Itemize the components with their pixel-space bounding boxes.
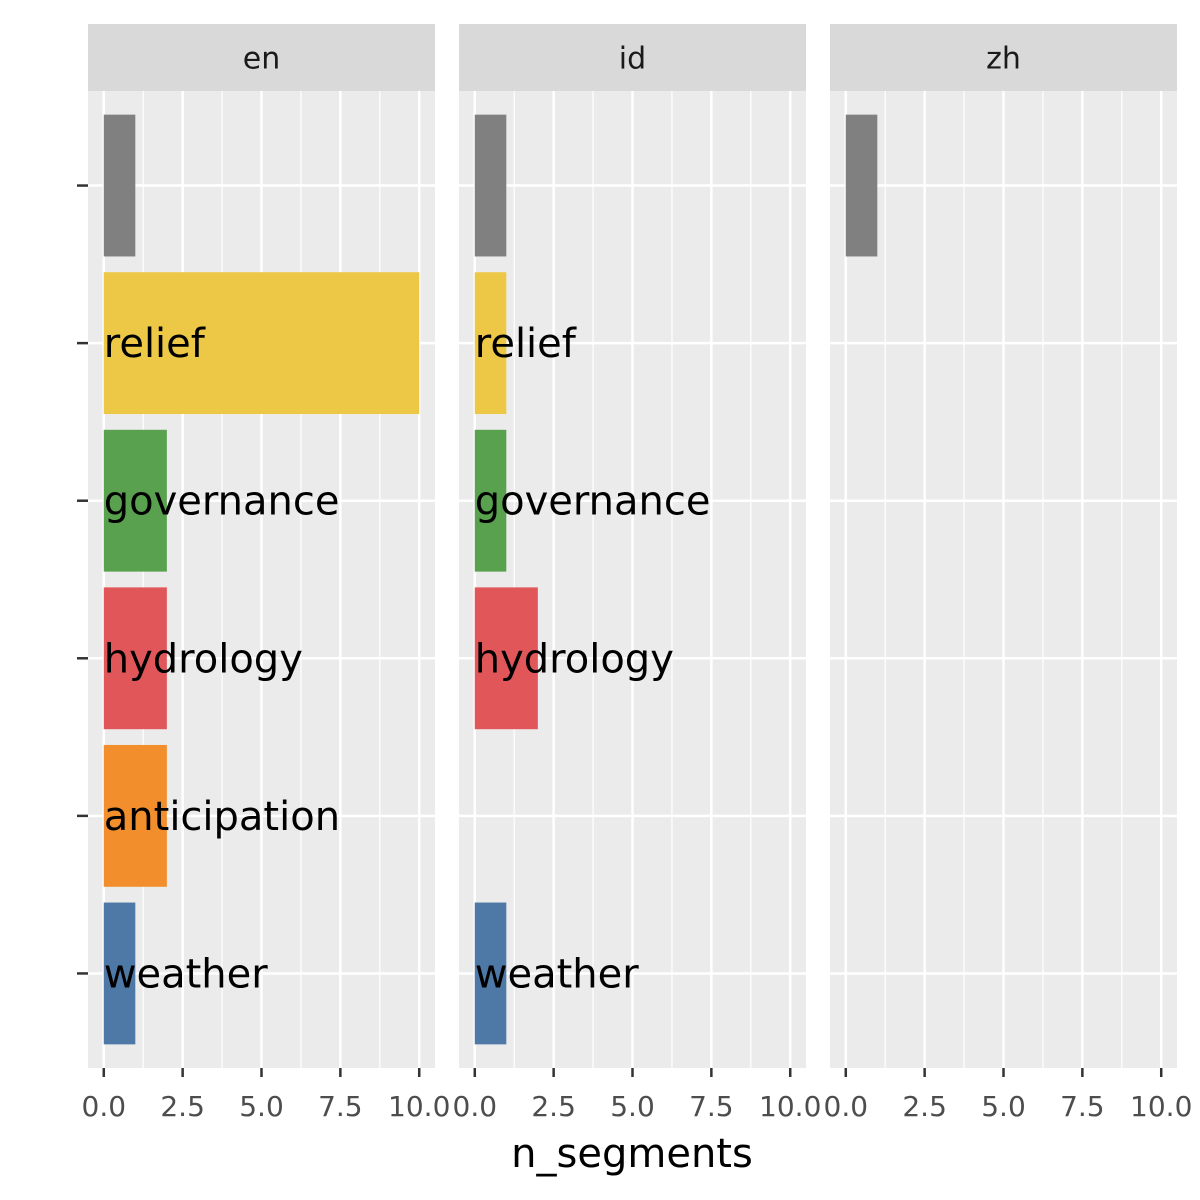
x-tick-label: 2.5	[160, 1090, 205, 1123]
bar-label: anticipation	[104, 794, 340, 840]
facet-panel-zh: zh 0.0 2.5 5.0 7.5 10.0	[824, 24, 1192, 1123]
bar-label: weather	[104, 951, 268, 997]
x-tick-label: 10.0	[1130, 1090, 1192, 1123]
bar-zh-unlabeled	[845, 114, 878, 257]
x-tick-label: 7.5	[1060, 1090, 1105, 1123]
facet-strip	[830, 24, 1177, 91]
bar-en-governance	[103, 429, 167, 572]
x-tick-label: 0.0	[453, 1090, 498, 1123]
x-tick-label: 5.0	[981, 1090, 1026, 1123]
x-tick-label: 7.5	[689, 1090, 734, 1123]
facet-panel-en: en relief governance hydrology anticipation w…	[82, 24, 450, 1123]
facet-strip-label: id	[619, 42, 646, 77]
bar-label: governance	[104, 479, 340, 525]
x-tick-label: 0.0	[82, 1090, 127, 1123]
x-tick-label: 2.5	[531, 1090, 576, 1123]
bar-en-weather	[103, 902, 136, 1045]
bar-id-weather	[474, 902, 507, 1045]
x-tick-label: 2.5	[902, 1090, 947, 1123]
bar-label: relief	[475, 321, 577, 367]
bar-label: governance	[475, 479, 711, 525]
bar-en-relief	[103, 272, 420, 415]
x-tick-label: 10.0	[759, 1090, 821, 1123]
bar-en-anticipation	[103, 744, 167, 887]
bar-label: hydrology	[475, 636, 674, 682]
y-axis-ticks	[77, 184, 88, 975]
x-tick-label: 5.0	[610, 1090, 655, 1123]
facet-strip	[459, 24, 806, 91]
bar-label: hydrology	[104, 636, 303, 682]
bar-en-unlabeled	[103, 114, 136, 257]
x-tick-label: 7.5	[318, 1090, 363, 1123]
bar-en-hydrology	[103, 587, 167, 730]
bar-label: relief	[104, 321, 206, 367]
bar-label: weather	[475, 951, 639, 997]
facet-panel-id: id relief governance hydrology weather 0.0 2.5…	[453, 24, 821, 1123]
x-tick-label: 0.0	[824, 1090, 869, 1123]
facet-strip-label: en	[243, 42, 280, 77]
x-tick-label: 5.0	[239, 1090, 284, 1123]
x-axis-title: n_segments	[511, 1131, 753, 1177]
facet-strip	[88, 24, 435, 91]
facet-strip-label: zh	[986, 42, 1021, 77]
bar-id-relief	[474, 272, 507, 415]
bar-id-unlabeled	[474, 114, 507, 257]
bar-id-governance	[474, 429, 507, 572]
facet-panels: en relief governance hydrology anticipation w…	[82, 24, 1192, 1123]
x-tick-label: 10.0	[388, 1090, 450, 1123]
bar-id-hydrology	[474, 587, 538, 730]
